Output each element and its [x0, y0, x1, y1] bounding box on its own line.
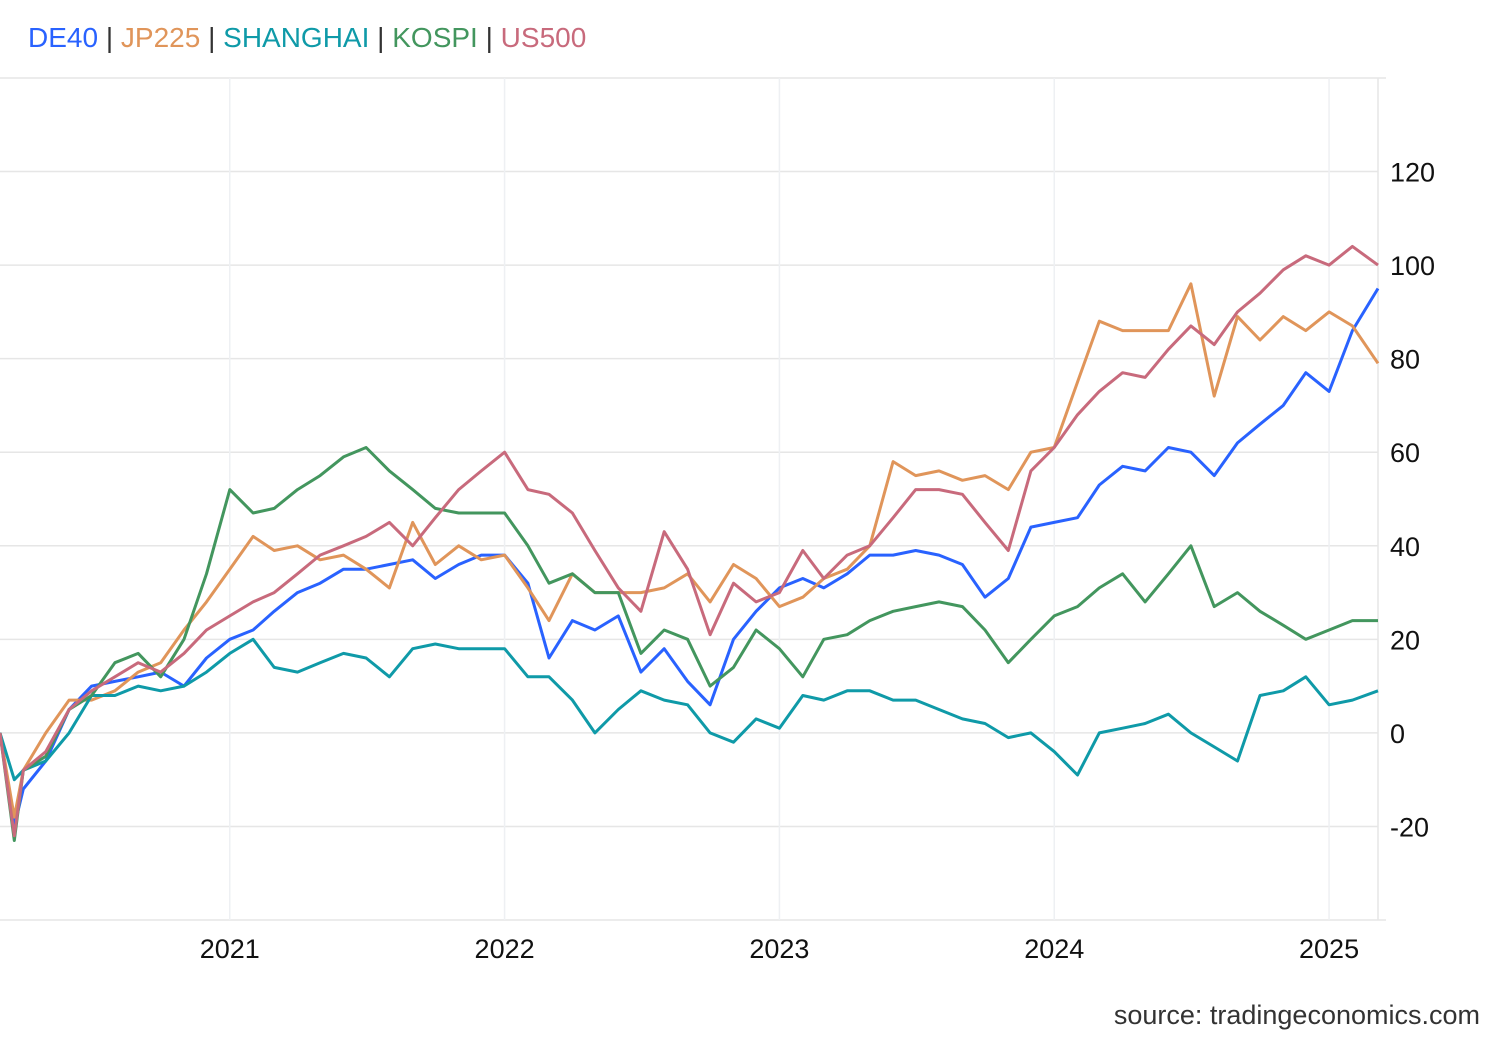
- legend-separator: |: [200, 22, 224, 53]
- series-line-de40: [0, 287, 1380, 828]
- legend-separator: |: [98, 22, 121, 53]
- y-tick-label: -20: [1390, 812, 1429, 842]
- legend-separator: |: [369, 22, 393, 53]
- y-tick-label: 20: [1390, 625, 1420, 655]
- chart-legend: DE40 | JP225 | SHANGHAI | KOSPI | US500: [28, 22, 586, 54]
- x-tick-label: 2023: [749, 934, 809, 964]
- series-line-shanghai: [0, 637, 1379, 782]
- y-tick-label: 80: [1390, 345, 1420, 375]
- source-credit: source: tradingeconomics.com: [1113, 1000, 1480, 1030]
- x-tick-label: 2025: [1299, 934, 1359, 964]
- y-tick-label: 60: [1390, 438, 1420, 468]
- legend-item-shanghai[interactable]: SHANGHAI: [223, 22, 370, 53]
- y-tick-label: 100: [1390, 251, 1435, 281]
- legend-item-de40[interactable]: DE40: [28, 22, 99, 53]
- x-tick-label: 2022: [475, 934, 535, 964]
- x-tick-label: 2024: [1024, 934, 1084, 964]
- series-line-jp225: [0, 282, 1380, 819]
- y-tick-label: 0: [1390, 719, 1405, 749]
- series-line-kospi: [0, 446, 1378, 842]
- legend-separator: |: [477, 22, 501, 53]
- legend-item-kospi[interactable]: KOSPI: [392, 22, 478, 53]
- x-tick-label: 2021: [200, 934, 260, 964]
- legend-item-us500[interactable]: US500: [500, 22, 587, 53]
- series-line-us500: [0, 244, 1379, 838]
- legend-item-jp225[interactable]: JP225: [120, 22, 201, 53]
- y-tick-label: 120: [1390, 158, 1435, 188]
- y-tick-label: 40: [1390, 532, 1420, 562]
